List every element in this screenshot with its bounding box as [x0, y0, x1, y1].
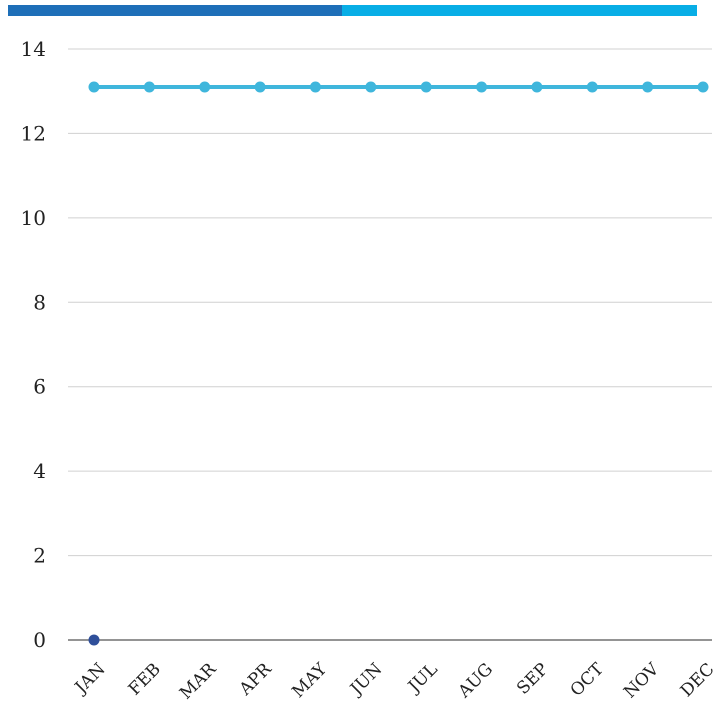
y-tick-label: 12 [21, 121, 46, 145]
data-point [531, 81, 543, 93]
top-bar-right [342, 5, 697, 16]
x-tick-label: JAN [70, 659, 110, 699]
data-point [143, 81, 155, 93]
data-point [88, 634, 100, 646]
x-tick-label: JUL [403, 659, 441, 697]
x-tick-label: NOV [620, 659, 663, 702]
data-point [697, 81, 709, 93]
data-point [254, 81, 266, 93]
y-tick-label: 10 [21, 206, 46, 230]
x-tick-label: MAR [176, 659, 221, 704]
x-tick-label: FEB [125, 659, 165, 699]
x-axis-ticks: JAN FEB MAR APR MAY JUN JUL AUG SEP OCT NOV DEC [70, 659, 719, 704]
data-point [199, 81, 211, 93]
y-tick-label: 14 [21, 37, 46, 61]
y-tick-label: 4 [33, 459, 46, 483]
y-tick-label: 6 [33, 375, 46, 399]
data-point [476, 81, 488, 93]
x-tick-label: SEP [513, 659, 552, 698]
data-point [309, 81, 321, 93]
y-tick-label: 2 [33, 544, 46, 568]
data-point [642, 81, 654, 93]
x-tick-label: JUN [345, 659, 386, 700]
x-tick-label: AUG [454, 659, 497, 702]
data-point [365, 81, 377, 93]
top-bar-left [8, 5, 342, 16]
data-point [420, 81, 432, 93]
data-points [88, 81, 709, 646]
x-tick-label: MAY [288, 659, 331, 702]
y-axis-ticks: 0 2 4 6 8 10 12 14 [21, 37, 46, 652]
x-tick-label: OCT [567, 659, 609, 701]
x-tick-label: APR [235, 659, 277, 701]
data-point [586, 81, 598, 93]
data-point [88, 81, 100, 93]
y-tick-label: 0 [33, 628, 46, 652]
y-tick-label: 8 [33, 290, 46, 314]
gridlines [68, 48, 712, 557]
x-tick-label: DEC [677, 659, 719, 701]
